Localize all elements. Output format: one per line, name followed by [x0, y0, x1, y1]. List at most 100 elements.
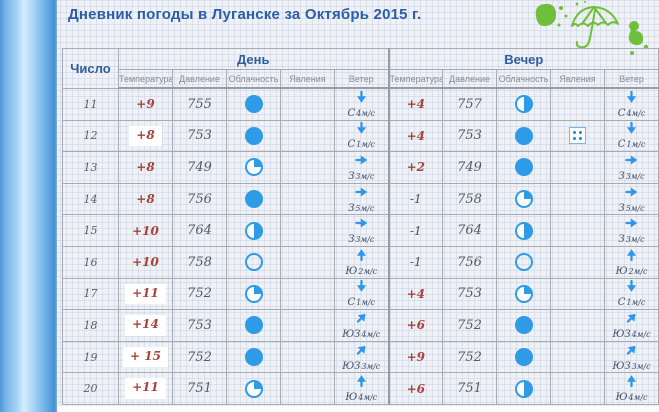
wind-arrow-down-icon: [354, 90, 369, 104]
day-temperature-value: +8: [136, 192, 155, 207]
day-wind-cell: С1м/с: [333, 277, 390, 311]
day-wind-cell: З3м/с: [333, 214, 390, 247]
evening-phenomena-cell: [550, 340, 606, 374]
evening-temperature-cell: +4: [387, 119, 444, 153]
evening-temperature-value: +4: [406, 128, 425, 143]
date-cell: 17: [62, 277, 119, 311]
day-wind-label: ЮЗ4м/с: [342, 328, 381, 340]
cloud-full-icon: [514, 158, 533, 177]
cloud-quarter-icon: [244, 158, 263, 177]
evening-cloudiness-cell: [496, 182, 552, 216]
day-temperature-value: +8: [129, 125, 162, 147]
evening-pressure-cell: 752: [442, 340, 498, 374]
evening-cloudiness-cell: [496, 372, 552, 405]
date-cell: 14: [62, 182, 119, 216]
day-pressure-cell: 752: [172, 340, 227, 374]
day-temperature-cell: + 15: [118, 340, 173, 374]
day-wind-cell: Ю2м/с: [333, 245, 390, 279]
day-pressure-header: Давление: [172, 69, 227, 89]
day-phenomena-cell: [280, 372, 335, 405]
evening-cloudiness-cell: [496, 151, 552, 184]
cloud-full-icon: [244, 189, 263, 208]
evening-phenomena-cell: [550, 214, 606, 247]
cloud-full-icon: [244, 347, 263, 366]
day-phenomena-cell: [280, 151, 335, 184]
date-column-header: Число: [62, 48, 119, 89]
day-cloudiness-cell: [226, 277, 281, 311]
evening-cloudiness-header: Облачность: [496, 69, 552, 89]
evening-phenomena-header: Явления: [550, 69, 606, 89]
left-decorative-bar: [0, 0, 57, 412]
day-wind-cell: С1м/с: [333, 119, 390, 153]
day-group-header: День: [117, 48, 390, 70]
cloud-half-icon: [514, 221, 533, 240]
day-temperature-header: Температура: [118, 69, 173, 89]
wind-arrow-down-icon: [354, 279, 369, 293]
evening-temperature-cell: -1: [387, 245, 444, 279]
wind-arrow-right-icon: [354, 153, 368, 168]
cloud-clear-icon: [514, 253, 533, 272]
day-wind-label: ЮЗ3м/с: [342, 360, 381, 372]
evening-wind-label: С1м/с: [617, 139, 646, 151]
evening-group-header: Вечер: [387, 48, 659, 70]
wind-arrow-right-icon: [625, 216, 639, 231]
day-wind-cell: З3м/с: [333, 151, 390, 184]
cloud-quarter-icon: [514, 284, 533, 303]
wind-arrow-down-icon: [354, 121, 369, 135]
wind-arrow-right-icon: [625, 153, 639, 168]
cloud-clear-icon: [244, 253, 263, 272]
date-cell: 15: [62, 214, 119, 247]
evening-cloudiness-cell: [496, 277, 552, 311]
date-cell: 18: [62, 309, 119, 342]
day-cloudiness-cell: [226, 119, 281, 153]
evening-wind-cell: ЮЗ3м/с: [604, 340, 659, 374]
weather-table: Число День Вечер Температура Давление Об…: [62, 48, 659, 405]
day-temperature-value: +11: [125, 378, 166, 399]
day-temperature-value: +10: [132, 255, 159, 270]
evening-wind-label: Ю4м/с: [615, 392, 648, 404]
evening-phenomena-cell: [550, 277, 606, 311]
day-temperature-value: + 15: [123, 346, 168, 368]
precipitation-dots-icon: [569, 127, 587, 145]
evening-wind-label: З3м/с: [618, 170, 645, 182]
evening-wind-label: З3м/с: [618, 234, 645, 246]
cloud-full-icon: [244, 126, 263, 145]
evening-temperature-value: +6: [406, 381, 425, 396]
wind-arrow-upright-icon: [621, 311, 642, 329]
evening-temperature-value: +4: [406, 97, 425, 112]
evening-pressure-cell: 756: [442, 245, 498, 279]
evening-cloudiness-cell: [496, 214, 552, 247]
evening-wind-cell: З5м/с: [604, 182, 659, 216]
date-cell: 16: [62, 245, 119, 279]
evening-wind-cell: Ю2м/с: [604, 245, 659, 279]
evening-temperature-cell: +6: [387, 309, 444, 342]
wind-arrow-down-icon: [624, 90, 639, 104]
day-wind-cell: ЮЗ4м/с: [333, 309, 390, 342]
evening-pressure-header: Давление: [442, 69, 498, 89]
day-temperature-value: +10: [132, 223, 159, 238]
cloud-quarter-icon: [514, 189, 533, 208]
evening-wind-cell: С1м/с: [604, 119, 659, 153]
evening-wind-header: Ветер: [604, 69, 659, 89]
table-row: 14 +8 756 З5м/с -1 758: [62, 182, 659, 216]
evening-temperature-cell: +4: [387, 87, 444, 121]
evening-wind-cell: З3м/с: [604, 151, 659, 184]
evening-pressure-cell: 757: [442, 87, 498, 121]
wind-arrow-upright-icon: [351, 311, 372, 329]
evening-wind-cell: С4м/с: [604, 87, 659, 121]
date-cell: 19: [62, 340, 119, 374]
wind-arrow-upright-icon: [351, 342, 372, 360]
evening-wind-cell: ЮЗ4м/с: [604, 309, 659, 342]
wind-arrow-up-icon: [354, 248, 369, 262]
wind-arrow-up-icon: [624, 374, 639, 388]
day-wind-label: З5м/с: [348, 202, 375, 214]
day-phenomena-cell: [280, 119, 335, 153]
wind-arrow-right-icon: [354, 184, 368, 199]
day-cloudiness-cell: [226, 245, 281, 279]
evening-phenomena-cell: [550, 245, 606, 279]
evening-pressure-cell: 753: [442, 277, 498, 311]
day-cloudiness-header: Облачность: [226, 69, 281, 89]
evening-temperature-cell: -1: [387, 214, 444, 247]
day-temperature-cell: +11: [118, 372, 173, 405]
